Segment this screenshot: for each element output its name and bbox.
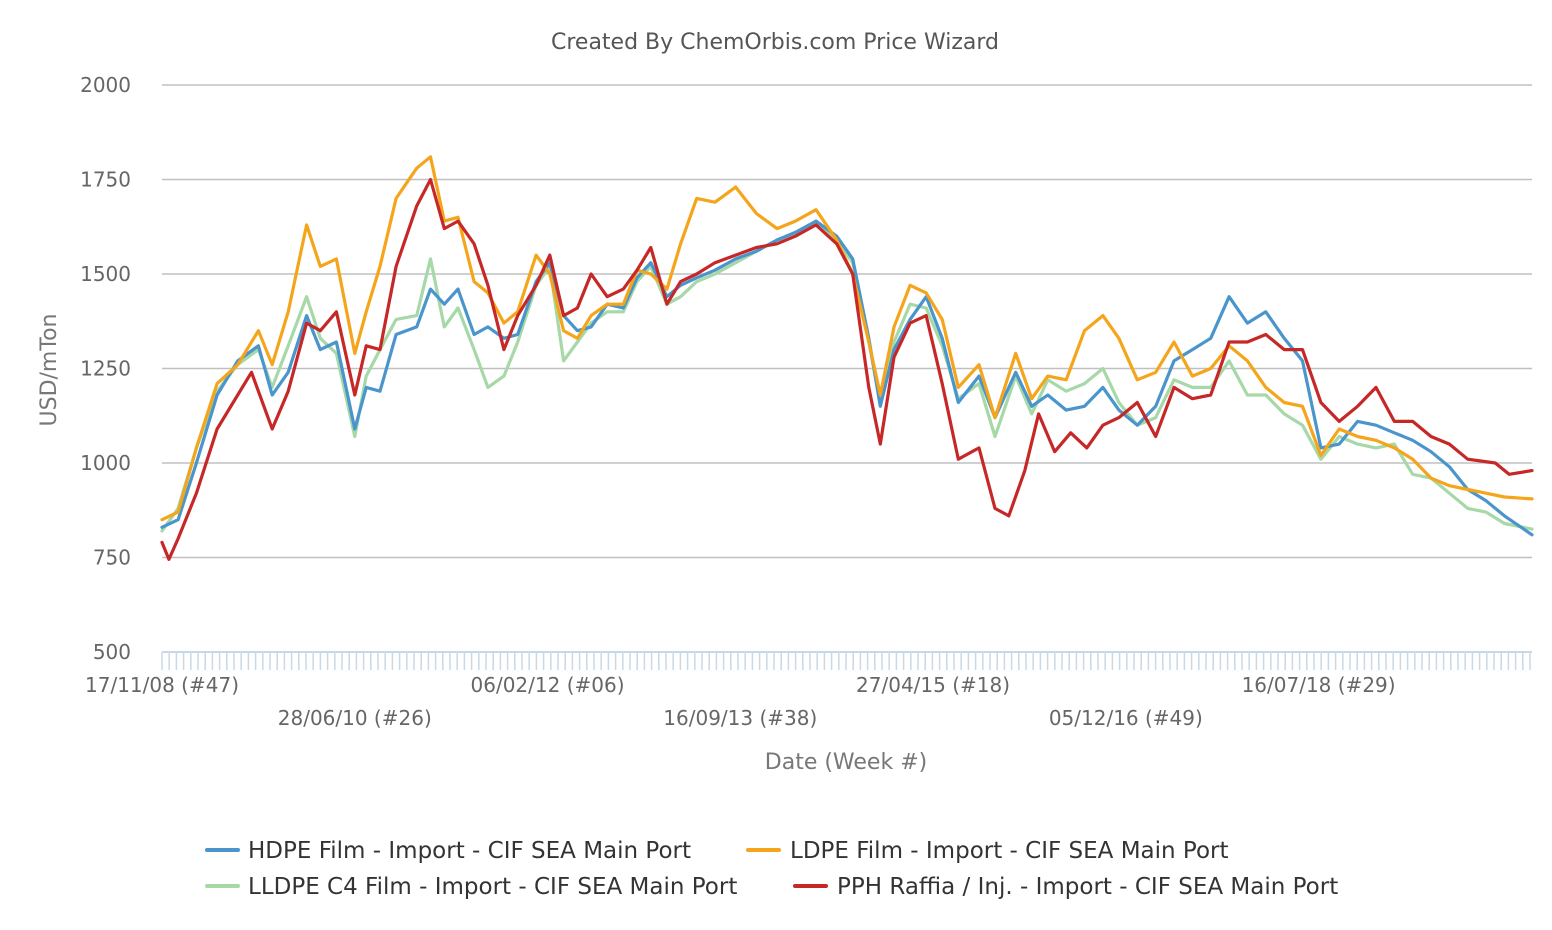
y-tick-label: 1250 bbox=[80, 357, 131, 381]
legend-item[interactable]: PPH Raffia / Inj. - Import - CIF SEA Mai… bbox=[793, 874, 1338, 900]
y-tick-label: 750 bbox=[93, 546, 131, 570]
legend-item[interactable]: HDPE Film - Import - CIF SEA Main Port bbox=[205, 838, 691, 864]
y-axis-title: USD/mTon bbox=[37, 314, 62, 427]
y-tick-label: 1000 bbox=[80, 451, 131, 475]
x-axis-title: Date (Week #) bbox=[765, 750, 927, 775]
series-line bbox=[160, 219, 1534, 537]
series-line bbox=[160, 177, 1534, 561]
x-tick-label: 05/12/16 (#49) bbox=[1049, 706, 1203, 730]
legend[interactable]: HDPE Film - Import - CIF SEA Main Port LD… bbox=[205, 838, 1338, 900]
y-tick-label: 2000 bbox=[80, 73, 131, 97]
series-line bbox=[160, 219, 1534, 533]
series-line bbox=[160, 155, 1534, 522]
series-lines bbox=[160, 155, 1534, 561]
y-tick-label: 1500 bbox=[80, 262, 131, 286]
x-tick-label: 17/11/08 (#47) bbox=[85, 673, 239, 697]
legend-label: LDPE Film - Import - CIF SEA Main Port bbox=[790, 838, 1229, 864]
x-tick-label: 16/09/13 (#38) bbox=[663, 706, 817, 730]
x-tick-label: 27/04/15 (#18) bbox=[856, 673, 1010, 697]
chart-title: Created By ChemOrbis.com Price Wizard bbox=[551, 30, 999, 55]
x-axis-ticks: 17/11/08 (#47) 28/06/10 (#26) 06/02/12 (#0… bbox=[85, 673, 1396, 730]
legend-label: PPH Raffia / Inj. - Import - CIF SEA Mai… bbox=[837, 874, 1338, 900]
x-tick-label: 06/02/12 (#06) bbox=[471, 673, 625, 697]
y-tick-label: 500 bbox=[93, 640, 131, 664]
y-axis-ticks: 500 750 1000 1250 1500 1750 2000 bbox=[80, 73, 131, 664]
legend-label: LLDPE C4 Film - Import - CIF SEA Main Po… bbox=[248, 874, 737, 900]
grid-lines bbox=[162, 84, 1532, 559]
legend-item[interactable]: LDPE Film - Import - CIF SEA Main Port bbox=[746, 838, 1229, 864]
legend-label: HDPE Film - Import - CIF SEA Main Port bbox=[248, 838, 691, 864]
legend-item[interactable]: LLDPE C4 Film - Import - CIF SEA Main Po… bbox=[205, 874, 737, 900]
y-tick-label: 1750 bbox=[80, 168, 131, 192]
x-axis-tick-marks bbox=[161, 651, 1532, 670]
x-tick-label: 16/07/18 (#29) bbox=[1242, 673, 1396, 697]
x-tick-label: 28/06/10 (#26) bbox=[278, 706, 432, 730]
